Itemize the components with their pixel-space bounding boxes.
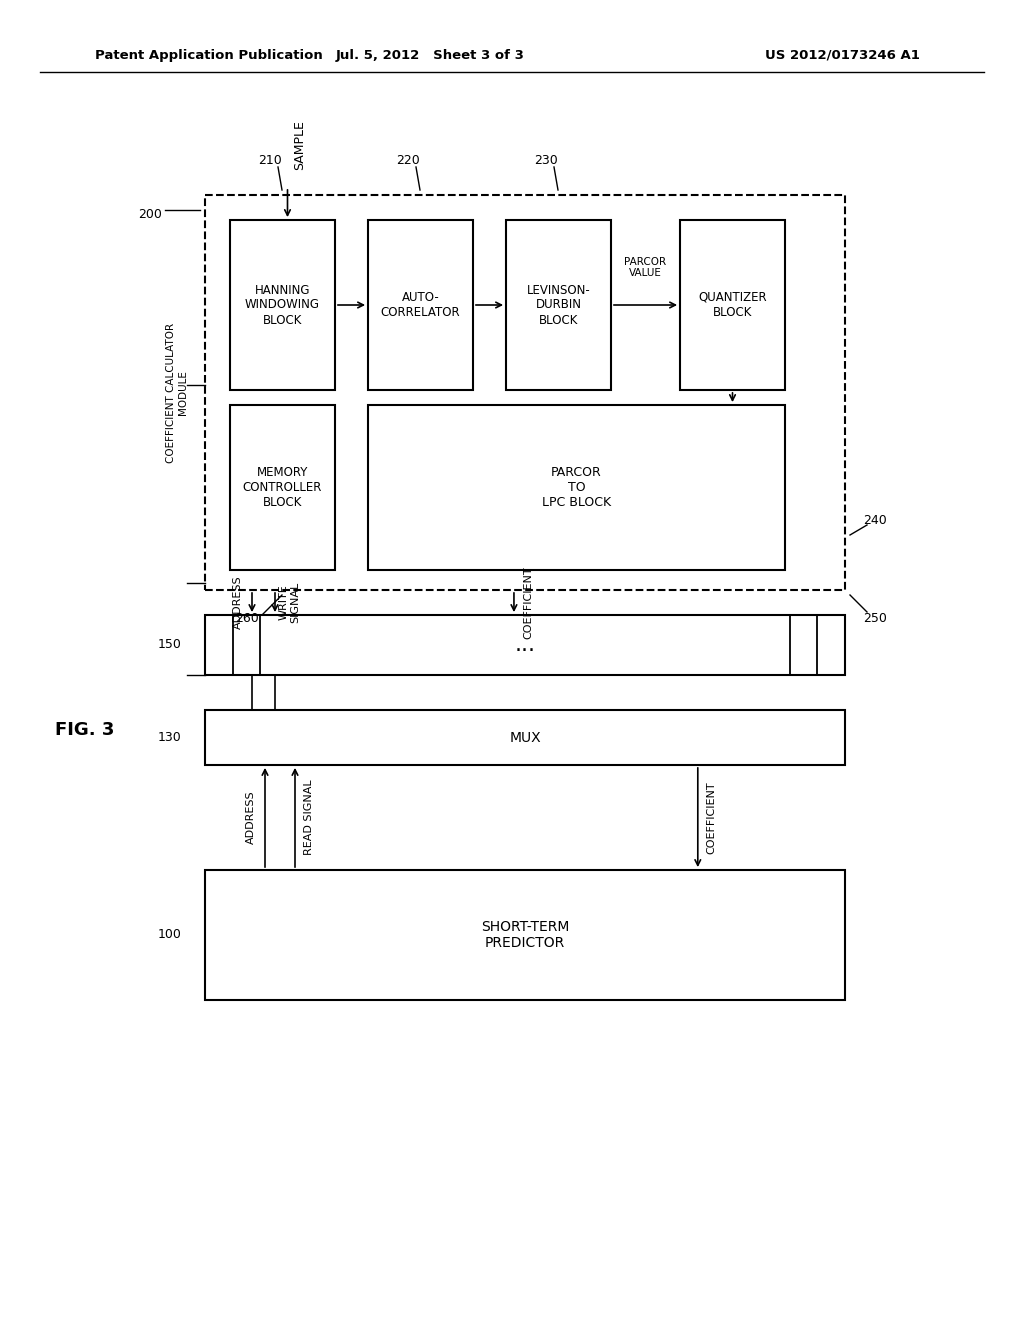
Text: 130: 130 — [158, 731, 182, 744]
Text: 240: 240 — [863, 513, 887, 527]
Text: COEFFICIENT CALCULATOR
MODULE: COEFFICIENT CALCULATOR MODULE — [166, 322, 187, 462]
Text: 230: 230 — [535, 153, 558, 166]
Text: PARCOR
VALUE: PARCOR VALUE — [625, 257, 667, 279]
Text: FIG. 3: FIG. 3 — [55, 721, 115, 739]
Text: MEMORY
CONTROLLER
BLOCK: MEMORY CONTROLLER BLOCK — [243, 466, 323, 510]
Text: ADDRESS: ADDRESS — [246, 791, 256, 845]
Bar — [368, 220, 473, 389]
Text: 250: 250 — [863, 611, 887, 624]
Bar — [205, 710, 845, 766]
Bar — [205, 615, 845, 675]
Text: 210: 210 — [258, 153, 282, 166]
Bar — [205, 195, 845, 590]
Text: HANNING
WINDOWING
BLOCK: HANNING WINDOWING BLOCK — [245, 284, 319, 326]
Text: MUX: MUX — [509, 730, 541, 744]
Bar — [205, 870, 845, 1001]
Text: ADDRESS: ADDRESS — [233, 576, 243, 630]
Text: Jul. 5, 2012   Sheet 3 of 3: Jul. 5, 2012 Sheet 3 of 3 — [336, 49, 524, 62]
Text: COEFFICIENT: COEFFICIENT — [707, 781, 717, 854]
Text: READ SIGNAL: READ SIGNAL — [304, 780, 314, 855]
Text: LEVINSON-
DURBIN
BLOCK: LEVINSON- DURBIN BLOCK — [526, 284, 591, 326]
Text: WRITE
SIGNAL: WRITE SIGNAL — [279, 582, 300, 623]
Bar — [368, 405, 785, 570]
Text: AUTO-
CORRELATOR: AUTO- CORRELATOR — [381, 290, 461, 319]
Bar — [680, 220, 785, 389]
Text: PARCOR
TO
LPC BLOCK: PARCOR TO LPC BLOCK — [542, 466, 611, 510]
Text: SHORT-TERM
PREDICTOR: SHORT-TERM PREDICTOR — [481, 920, 569, 950]
Text: 100: 100 — [158, 928, 182, 941]
Bar — [230, 220, 335, 389]
Text: 200: 200 — [138, 209, 162, 222]
Text: ...: ... — [514, 635, 536, 655]
Bar — [506, 220, 611, 389]
Text: COEFFICIENT: COEFFICIENT — [523, 566, 532, 639]
Text: QUANTIZER
BLOCK: QUANTIZER BLOCK — [698, 290, 767, 319]
Text: US 2012/0173246 A1: US 2012/0173246 A1 — [765, 49, 920, 62]
Text: Patent Application Publication: Patent Application Publication — [95, 49, 323, 62]
Bar — [230, 405, 335, 570]
Text: SAMPLE: SAMPLE — [293, 120, 306, 170]
Text: 220: 220 — [396, 153, 420, 166]
Text: 260: 260 — [236, 611, 259, 624]
Text: 150: 150 — [158, 639, 182, 652]
